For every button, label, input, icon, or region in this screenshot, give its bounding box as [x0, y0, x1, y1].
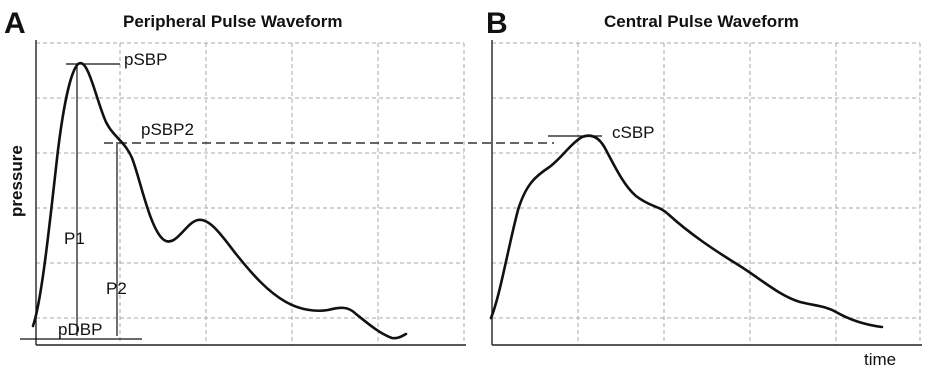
p2-label: P2 — [106, 279, 127, 298]
panel-b-letter: B — [486, 7, 508, 40]
psbp2-label: pSBP2 — [141, 120, 194, 139]
p1-label: P1 — [64, 229, 85, 248]
pdbp-label: pDBP — [58, 320, 102, 339]
panel-a-title: Peripheral Pulse Waveform — [123, 12, 343, 31]
x-axis-label: time — [864, 350, 896, 369]
panel-b-grid — [492, 42, 921, 345]
csbp-label: cSBP — [612, 123, 655, 142]
peripheral-waveform — [31, 61, 408, 340]
panel-a-letter: A — [4, 7, 26, 40]
panel-b-title: Central Pulse Waveform — [604, 12, 799, 31]
psbp-label: pSBP — [124, 50, 167, 69]
y-axis-label: pressure — [7, 145, 26, 217]
central-waveform — [489, 134, 884, 329]
panel-a-grid — [36, 42, 465, 345]
